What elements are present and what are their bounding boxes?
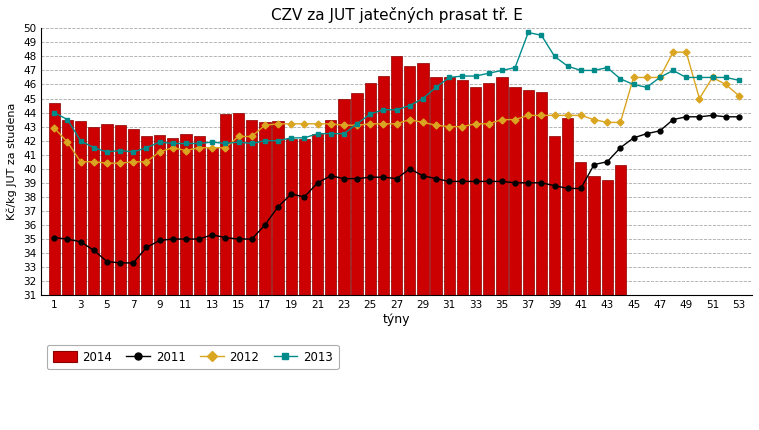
2012 bbox=[102, 160, 112, 166]
2013 bbox=[458, 74, 467, 79]
Bar bbox=[483, 83, 494, 295]
2013 bbox=[102, 149, 112, 154]
Bar bbox=[206, 147, 218, 295]
Line: 2012: 2012 bbox=[52, 50, 742, 166]
Bar bbox=[128, 129, 139, 295]
Bar bbox=[181, 134, 191, 295]
2012 bbox=[50, 126, 59, 131]
Bar bbox=[378, 76, 389, 295]
Bar bbox=[549, 136, 560, 295]
2011 bbox=[115, 260, 124, 265]
2012 bbox=[458, 124, 467, 129]
2013 bbox=[524, 30, 533, 35]
2013 bbox=[603, 65, 612, 70]
Bar bbox=[457, 80, 468, 295]
Bar bbox=[115, 125, 126, 295]
2013 bbox=[471, 74, 480, 79]
Bar bbox=[75, 121, 87, 295]
2011 bbox=[497, 179, 506, 184]
Bar bbox=[312, 134, 323, 295]
Bar bbox=[339, 98, 349, 295]
2011 bbox=[708, 113, 717, 118]
2011 bbox=[458, 179, 467, 184]
2013 bbox=[50, 110, 59, 115]
Bar bbox=[364, 83, 376, 295]
Bar bbox=[141, 136, 152, 295]
2011 bbox=[511, 180, 520, 185]
Legend: 2014, 2011, 2012, 2013: 2014, 2011, 2012, 2013 bbox=[47, 344, 339, 369]
X-axis label: týny: týny bbox=[383, 313, 411, 326]
2011 bbox=[247, 237, 257, 242]
2011 bbox=[735, 114, 744, 120]
2012 bbox=[471, 121, 480, 126]
Bar bbox=[49, 103, 60, 295]
Bar bbox=[246, 120, 257, 295]
Bar bbox=[575, 162, 587, 295]
Bar bbox=[470, 87, 481, 295]
2012 bbox=[247, 134, 257, 139]
Bar bbox=[391, 56, 402, 295]
2011 bbox=[50, 235, 59, 240]
Bar bbox=[404, 66, 415, 295]
Bar bbox=[562, 118, 573, 295]
Bar bbox=[61, 120, 73, 295]
Bar bbox=[417, 63, 429, 295]
Bar bbox=[167, 138, 178, 295]
Bar bbox=[536, 92, 547, 295]
Bar bbox=[194, 136, 205, 295]
Bar bbox=[285, 139, 297, 295]
Line: 2013: 2013 bbox=[52, 30, 742, 154]
2013 bbox=[735, 78, 744, 83]
Bar bbox=[509, 87, 521, 295]
Bar bbox=[615, 165, 626, 295]
2013 bbox=[497, 68, 506, 73]
Bar bbox=[444, 77, 455, 295]
Bar bbox=[299, 139, 310, 295]
Bar bbox=[260, 123, 270, 295]
Bar bbox=[430, 77, 442, 295]
Bar bbox=[220, 114, 231, 295]
Bar bbox=[496, 77, 508, 295]
Bar bbox=[325, 120, 336, 295]
Bar bbox=[602, 180, 613, 295]
Title: CZV za JUT jatečných prasat tř. E: CZV za JUT jatečných prasat tř. E bbox=[271, 7, 522, 23]
Bar bbox=[154, 135, 165, 295]
2012 bbox=[590, 117, 599, 122]
Bar bbox=[102, 124, 112, 295]
2011 bbox=[471, 179, 480, 184]
2013 bbox=[247, 141, 257, 146]
2011 bbox=[590, 162, 599, 167]
Line: 2011: 2011 bbox=[52, 113, 742, 265]
Bar bbox=[88, 126, 99, 295]
Bar bbox=[233, 113, 244, 295]
Bar bbox=[351, 93, 363, 295]
Bar bbox=[523, 90, 534, 295]
2012 bbox=[669, 49, 678, 55]
Y-axis label: Kč/kg JUT za studena: Kč/kg JUT za studena bbox=[7, 103, 17, 221]
2013 bbox=[511, 65, 520, 70]
Bar bbox=[272, 121, 284, 295]
2012 bbox=[497, 117, 506, 122]
Bar bbox=[588, 176, 600, 295]
2012 bbox=[511, 117, 520, 122]
2012 bbox=[735, 93, 744, 98]
